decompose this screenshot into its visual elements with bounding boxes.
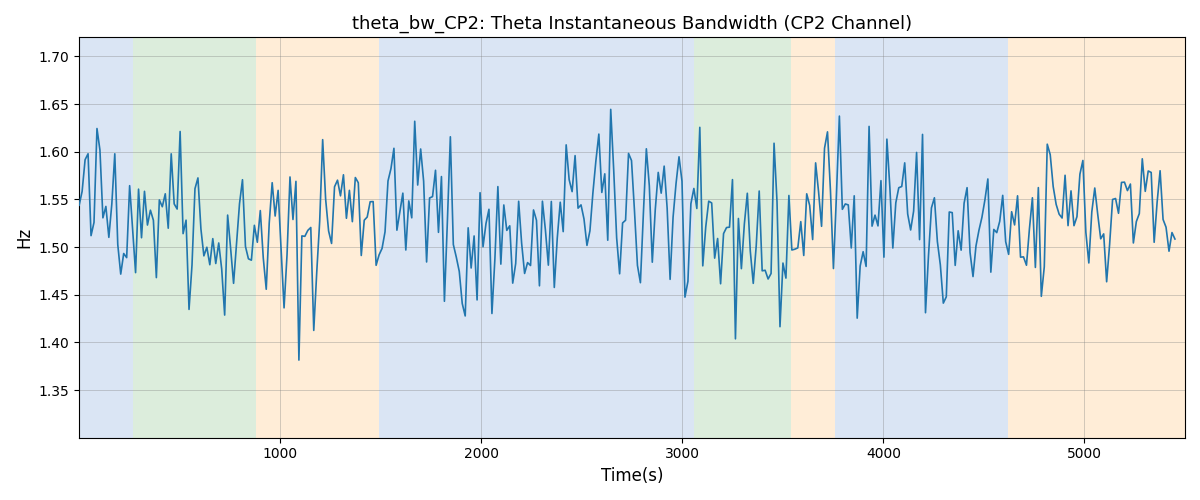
X-axis label: Time(s): Time(s) — [601, 467, 664, 485]
Bar — [79, 38, 133, 438]
Bar — [256, 38, 379, 438]
Bar — [1008, 38, 1186, 438]
Bar — [695, 38, 791, 438]
Y-axis label: Hz: Hz — [14, 227, 32, 248]
Bar — [835, 38, 1008, 438]
Bar — [133, 38, 256, 438]
Bar — [379, 38, 695, 438]
Title: theta_bw_CP2: Theta Instantaneous Bandwidth (CP2 Channel): theta_bw_CP2: Theta Instantaneous Bandwi… — [352, 15, 912, 34]
Bar — [791, 38, 835, 438]
